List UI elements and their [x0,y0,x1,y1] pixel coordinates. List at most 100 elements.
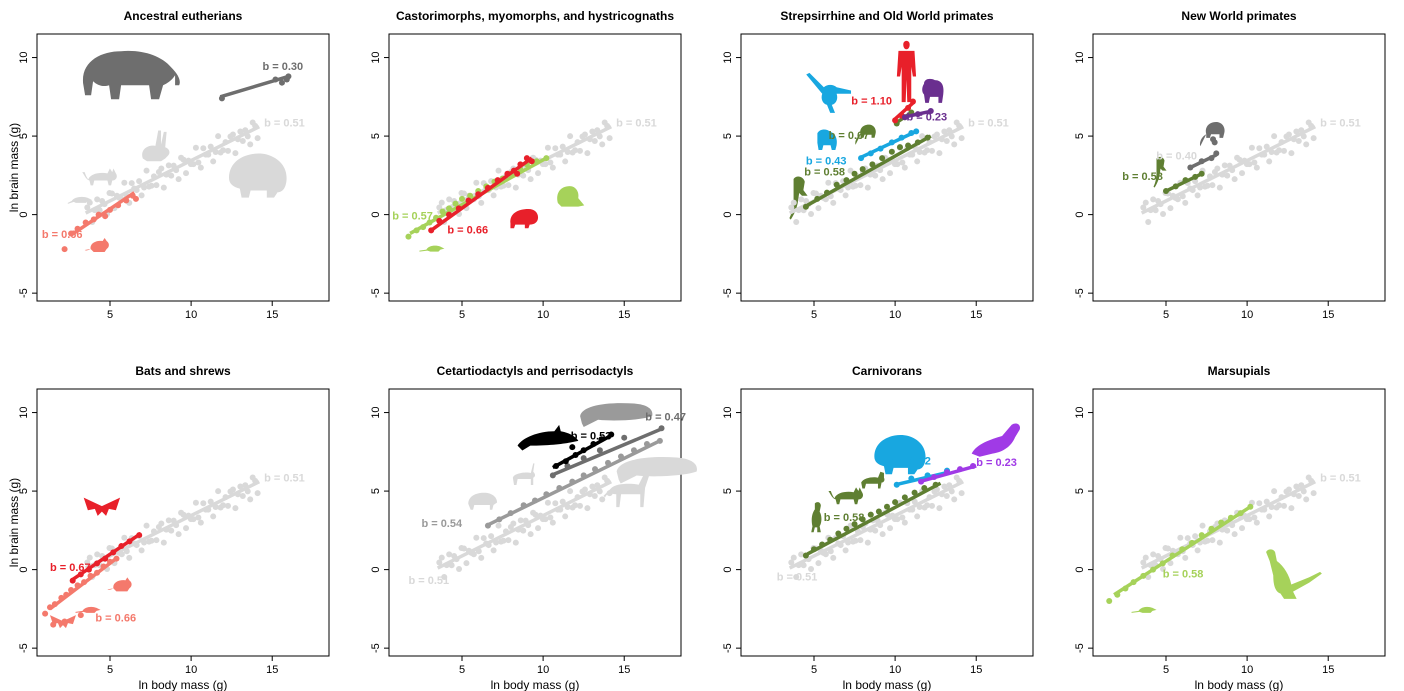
y-tick-label: 0 [18,212,30,218]
slope-label: b = 0.51 [264,118,305,130]
background-point [1160,210,1167,217]
background-point [943,138,950,145]
y-tick-label: -5 [18,643,30,653]
data-point [621,434,628,441]
background-point [798,551,805,558]
background-point [1253,164,1260,171]
x-tick-label: 5 [107,309,113,321]
background-point [830,199,837,206]
background-point [148,537,155,544]
background-point [788,559,795,566]
fit-line [48,555,120,611]
background-point [1231,531,1238,538]
monkey-silhouette-icon [855,124,876,145]
background-point [1271,133,1278,140]
background-point [1253,519,1260,526]
slope-label: b = 0.23 [906,111,947,123]
data-point [132,195,139,202]
background-point [793,573,800,580]
fit-line [806,481,942,556]
background-point [1192,533,1199,540]
x-tick-label: 10 [889,309,901,321]
background-point [1310,135,1317,142]
background-point [1182,199,1189,206]
slope-label: b = 0.51 [1320,473,1361,485]
background-fit-line [436,480,613,570]
x-tick-label: 5 [459,664,465,676]
plot-frame [740,388,1034,657]
background-point [158,165,165,172]
boar-silhouette-icon [468,492,498,510]
y-tick-label: -5 [1074,643,1086,653]
background-point [581,486,588,493]
y-tick-label: -5 [722,643,734,653]
background-point [589,128,596,135]
background-point [247,496,254,503]
background-point [138,192,145,199]
data-point [569,444,576,451]
background-point [86,199,93,206]
slope-label: b = 0.58 [1163,568,1204,580]
y-axis-label: ln brain mass (g) [7,478,21,567]
y-tick-label: 5 [722,133,734,139]
background-point [542,161,549,168]
background-point [1295,138,1302,145]
mouse-silhouette-icon [419,245,445,252]
background-point [1192,178,1199,185]
fit-line [892,100,916,122]
background-point [1251,159,1258,166]
background-point [544,499,551,506]
panel-title: Ancestral eutherians [124,9,243,23]
background-point [488,533,495,540]
background-point [547,514,554,521]
background-point [911,498,918,505]
background-point [1263,498,1270,505]
background-point [207,498,214,505]
background-point [224,502,231,509]
background-point [128,180,135,187]
y-tick-label: 0 [722,212,734,218]
background-point [490,192,497,199]
background-point [958,135,965,142]
background-point [224,147,231,154]
background-point [1251,514,1258,521]
background-point [901,164,908,171]
background-point [153,182,160,189]
background-point [1248,144,1255,151]
fit-line [1189,153,1218,170]
background-point [951,141,958,148]
background-point [914,158,921,165]
background-point [1216,539,1223,546]
y-axis-label: ln brain mass (g) [7,123,21,212]
background-fit-line [1140,480,1317,570]
background-point [232,150,239,157]
background-point [478,199,485,206]
background-point [924,502,931,509]
background-point [852,182,859,189]
panel-1: Ancestral eutherians 5 10 15 -5 0 5 10 ln brain … [7,9,330,321]
background-point [232,505,239,512]
y-tick-label: 10 [722,406,734,418]
background-point [1231,176,1238,183]
background-point [84,204,91,211]
panel-4: New World primates 5 10 15 -5 0 5 10 b = 0.58 b =… [1074,9,1386,321]
background-point [567,488,574,495]
background-point [1239,170,1246,177]
background-point [254,490,261,497]
y-tick-label: 5 [370,133,382,139]
data-point [875,508,882,515]
background-point [549,519,556,526]
background-point [599,496,606,503]
kangaroo-silhouette-icon [1266,549,1322,599]
background-point [857,537,864,544]
data-point [802,552,809,559]
background-point [1221,162,1228,169]
x-tick-label: 15 [618,309,630,321]
background-point [1280,502,1287,509]
data-point [50,621,57,628]
background-point [1266,158,1273,165]
x-tick-label: 15 [970,664,982,676]
background-point [1142,199,1149,206]
x-tick-label: 15 [970,309,982,321]
